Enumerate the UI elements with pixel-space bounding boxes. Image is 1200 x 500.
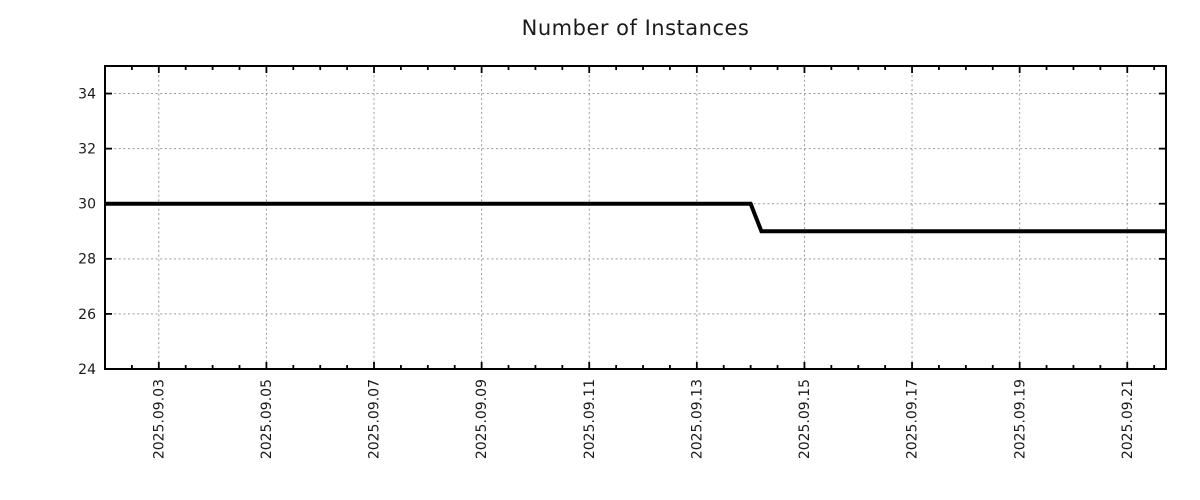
chart-title: Number of Instances [521,16,750,40]
x-tick-label: 2025.09.17 [905,379,921,459]
x-tick-label: 2025.09.09 [474,379,490,459]
y-tick-label: 28 [78,252,96,268]
y-tick-label: 26 [78,307,96,323]
y-tick-label: 30 [78,197,96,213]
y-tick-label: 34 [78,86,96,102]
y-tick-label: 32 [78,142,96,158]
y-tick-label: 24 [78,362,96,378]
plot-border [104,65,1167,370]
x-tick-label: 2025.09.21 [1120,379,1136,459]
data-line [105,201,1166,234]
x-tick-label: 2025.09.15 [797,379,813,459]
x-tick-label: 2025.09.05 [259,379,275,459]
x-tick-label: 2025.09.07 [367,379,383,459]
x-tick-label: 2025.09.03 [151,379,167,459]
x-tick-label: 2025.09.13 [689,379,705,459]
x-tick-label: 2025.09.19 [1012,379,1028,459]
x-tick-label: 2025.09.11 [582,379,598,459]
